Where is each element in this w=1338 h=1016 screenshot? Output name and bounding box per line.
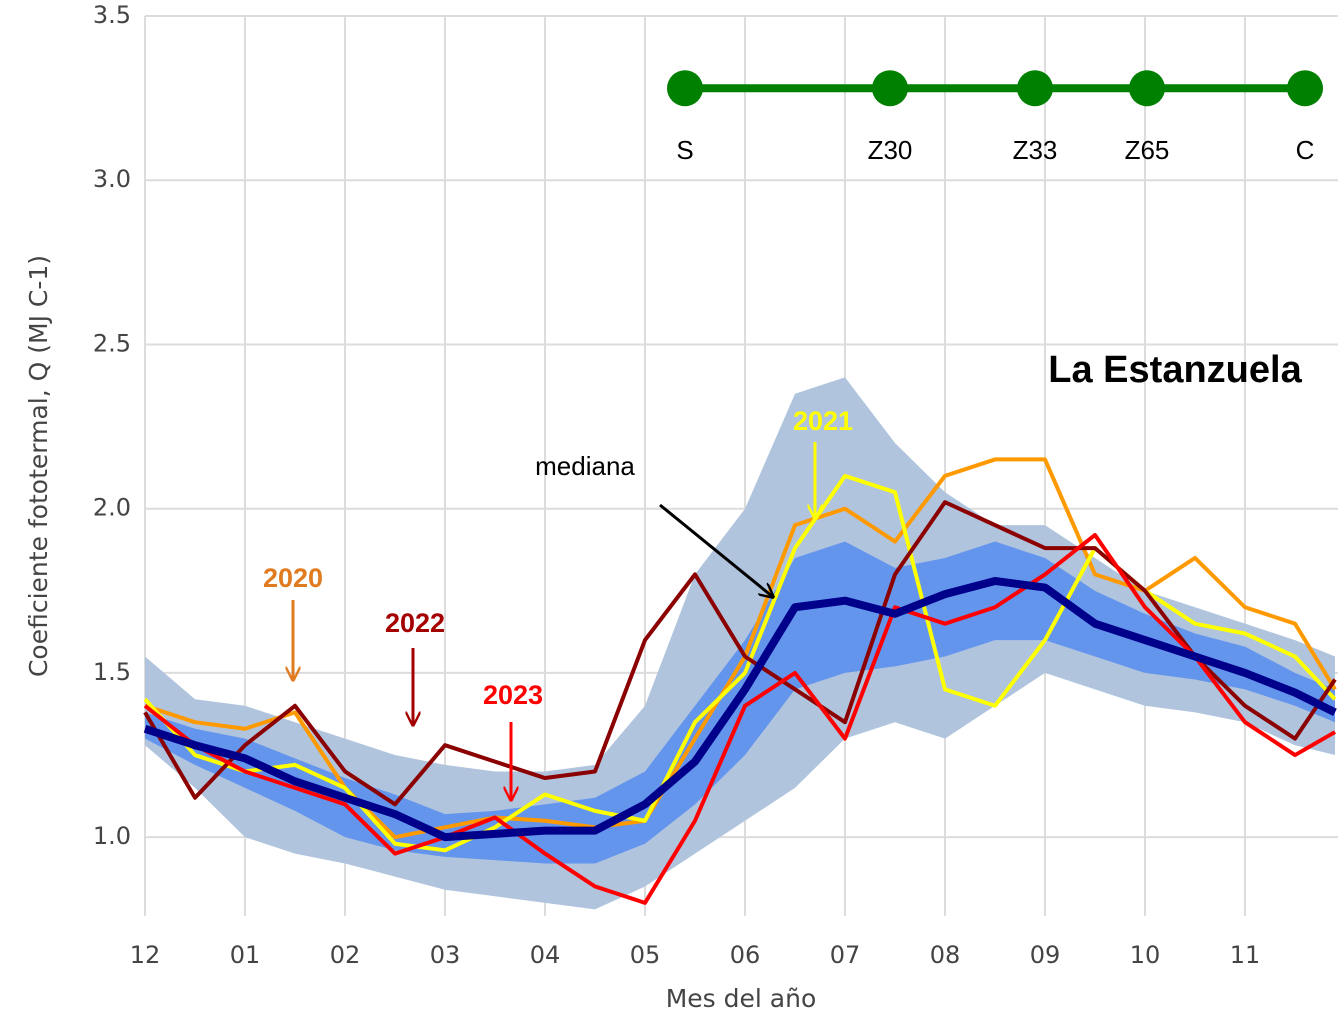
phenology-stage — [1287, 70, 1323, 107]
x-tick-label: 02 — [330, 941, 361, 969]
x-tick-label: 09 — [1030, 941, 1061, 969]
series-line — [143, 500, 1337, 807]
phenology-stage-label: Z30 — [868, 135, 913, 165]
x-tick-label: 08 — [930, 941, 961, 969]
phenology-stage — [872, 70, 908, 107]
series-line — [143, 532, 1336, 905]
series-line — [143, 576, 1337, 842]
axes: 1.0 1.5 2.0 2.5 3.0 3.5 12 01 02 03 04 05 06 07 08 09 10… — [93, 1, 1260, 969]
phenology-stage-label: C — [1296, 135, 1315, 165]
plot-area — [143, 377, 1337, 910]
annotation-label: 2023 — [483, 680, 543, 710]
x-axis-label: Mes del año — [666, 984, 817, 1013]
y-tick-label: 1.5 — [93, 658, 131, 686]
y-tick-label: 2.5 — [93, 329, 131, 357]
y-tick-label: 3.0 — [93, 165, 131, 193]
phenology-stage — [667, 70, 703, 107]
phenology-stage-label: Z65 — [1125, 135, 1170, 165]
annotation-arrow — [659, 503, 773, 597]
x-tick-label: 04 — [530, 941, 561, 969]
phenology-stage — [1129, 70, 1165, 107]
phenology-stage-label: S — [676, 135, 693, 165]
x-tick-label: 10 — [1130, 941, 1161, 969]
annotation-label: mediana — [535, 451, 635, 481]
annotation-label: 2021 — [793, 406, 853, 436]
y-axis-label: Coeficiente fototermal, Q (MJ C-1) — [24, 255, 53, 677]
x-tick-label: 03 — [430, 941, 461, 969]
y-tick-label: 2.0 — [93, 494, 131, 522]
x-tick-label: 06 — [730, 941, 761, 969]
x-tick-label: 01 — [230, 941, 261, 969]
site-label: La Estanzuela — [1048, 349, 1302, 391]
phenology-stage — [1017, 70, 1053, 107]
y-tick-label: 1.0 — [93, 822, 131, 850]
x-tick-label: 11 — [1230, 941, 1261, 969]
y-tick-label: 3.5 — [93, 1, 131, 29]
x-tick-label: 05 — [630, 941, 661, 969]
x-tick-label: 07 — [830, 941, 861, 969]
x-tick-label: 12 — [130, 941, 161, 969]
annotation-label: 2020 — [263, 563, 323, 593]
annotation-label: 2022 — [385, 608, 445, 638]
range-band — [145, 377, 1335, 910]
phenology-stage-label: Z33 — [1013, 135, 1058, 165]
